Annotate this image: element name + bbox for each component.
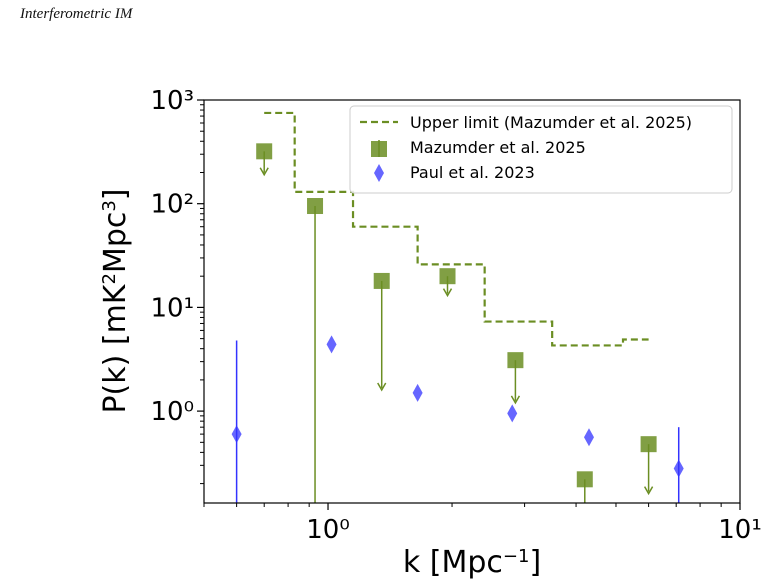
diamond-marker [583, 428, 594, 447]
square-marker [640, 436, 657, 453]
y-tick-label: 10¹ [150, 293, 194, 323]
plot-area [231, 111, 684, 503]
square-marker [307, 198, 324, 215]
legend-mazumder-label: Mazumder et al. 2025 [410, 138, 586, 157]
diamond-marker [507, 404, 518, 423]
upper-limit-arrow-head [643, 486, 654, 496]
mazumder-point [307, 198, 324, 503]
running-title: Interferometric IM [20, 6, 133, 22]
square-marker [439, 268, 456, 285]
square-marker [256, 143, 273, 160]
mazumder-point [576, 471, 593, 503]
legend-mazumder-swatch [371, 140, 387, 157]
x-tick-label: 10⁰ [306, 515, 350, 545]
mazumder-point [373, 272, 390, 392]
upper-limit-arrow-head [442, 288, 453, 298]
axis-ticks: 10⁰ 10¹ 10⁰ 10¹ 10² 10³ [150, 86, 761, 545]
x-axis-label: k [Mpc−1] [403, 545, 541, 580]
legend-paul-label: Paul et al. 2023 [410, 163, 535, 182]
y-tick-label: 10⁰ [150, 397, 194, 427]
paul-point [326, 335, 337, 354]
square-marker [373, 272, 390, 289]
upper-limit-arrow-head [259, 167, 269, 177]
paul-point [507, 404, 518, 423]
upper-limit-arrow-head [510, 395, 521, 405]
upper-limit-arrow-head [377, 382, 387, 392]
mazumder-point [640, 436, 657, 496]
square-marker [507, 352, 524, 369]
legend-box [349, 105, 733, 194]
paul-point [583, 428, 594, 447]
mazumder-point [256, 143, 273, 177]
legend-upper-limit-label: Upper limit (Mazumder et al. 2025) [410, 113, 692, 132]
paul-point [412, 383, 423, 402]
x-tick-label: 10¹ [718, 515, 762, 545]
diamond-marker [412, 383, 423, 402]
mazumder-point [439, 268, 456, 298]
square-marker [576, 471, 593, 488]
y-axis-label: P(k) [mK2Mpc3] [98, 188, 133, 413]
axes-frame [203, 99, 741, 504]
legend: Upper limit (Mazumder et al. 2025) Mazum… [349, 105, 733, 194]
y-tick-label: 10³ [150, 86, 194, 116]
diamond-marker [673, 459, 684, 478]
diamond-marker [231, 425, 242, 444]
legend-paul-swatch [374, 164, 384, 182]
y-tick-label: 10² [150, 190, 194, 220]
mazumder-point [507, 352, 524, 405]
paul-point [231, 340, 242, 503]
diamond-marker [326, 335, 337, 354]
paul-point [673, 427, 684, 503]
